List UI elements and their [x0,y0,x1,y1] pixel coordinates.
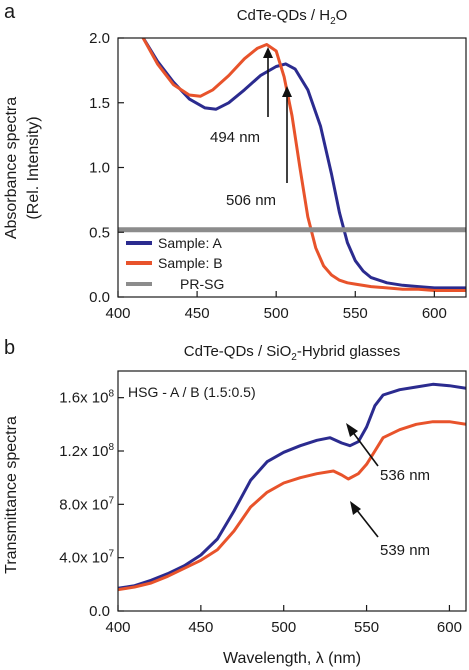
panel-b-axes: 400 450 500 550 600 0.0 4.0x 107 8.0x 107 1.2x 1… [59,371,466,636]
panel-b-title: CdTe-QDs / SiO2-Hybrid glasses [184,343,400,363]
panel-a-y-tick-label: 1.0 [89,160,110,177]
panel-b-inset-label: HSG - A / B (1.5:0.5) [128,384,256,400]
panel-b-y-tick-label: 4.0x 107 [59,549,114,567]
annotation-arrow-539 [356,509,378,537]
panel-b-x-axis-label: Wavelength, λ (nm) [223,650,361,667]
legend-label-pr-sg: PR-SG [180,276,224,292]
panel-letter-a: a [4,1,16,23]
panel-b-y-tick-label: 0.0 [89,603,110,620]
annotation-arrow-536 [352,431,378,466]
panel-a-x-tick-label: 450 [185,305,210,322]
panel-b-x-tick-label: 600 [437,619,462,636]
annotation-label-539: 539 nm [380,542,430,559]
panel-a-y-tick-label: 0.0 [89,289,110,306]
panel-b-x-tick-label: 500 [271,619,296,636]
annotation-label-506: 506 nm [226,192,276,209]
annotation-label-494: 494 nm [210,129,260,146]
panel-a-ylabel-line-2: (Rel. Intensity) [25,116,42,219]
panel-a-ylabel-line-1: Absorbance spectra [3,97,20,239]
panel-b-y-tick-label: 8.0x 107 [59,495,114,513]
panel-b-title-part-3: -Hybrid glasses [297,343,400,360]
panel-b-x-tick-label: 400 [105,619,130,636]
panel-a-y-tick-label: 0.5 [89,224,110,241]
panel-a-axes: 400 450 500 550 600 0.0 0.5 1.0 1.5 2.0 [89,30,466,322]
panel-a-title-part-3: O [336,7,348,24]
panel-a-y-tick-label: 2.0 [89,30,110,47]
panel-letter-b: b [4,337,15,359]
legend-label-sample-a: Sample: A [158,235,222,251]
panel-a-annotations: 494 nm 506 nm [210,47,292,209]
panel-b-x-tick-label: 450 [188,619,213,636]
panel-a-title-part-1: CdTe-QDs / H [237,7,330,24]
panel-a-y-tick-label: 1.5 [89,95,110,112]
panel-a-legend: Sample: A Sample: B PR-SG [126,235,224,292]
panel-a-x-tick-label: 400 [105,305,130,322]
panel-b-annotations: 536 nm 539 nm [346,423,430,559]
panel-a-x-tick-label: 500 [264,305,289,322]
annotation-label-536: 536 nm [380,467,430,484]
panel-b-y-tick-label: 1.2x 108 [59,442,114,460]
panel-a-title: CdTe-QDs / H2O [237,7,348,27]
panel-a-x-tick-label: 550 [343,305,368,322]
panel-a-x-tick-label: 600 [422,305,447,322]
annotation-arrowhead-536 [346,423,358,437]
panel-b-y-axis-label: Transmittance spectra [3,416,20,574]
panel-b-series-line-b [118,422,466,590]
legend-label-sample-b: Sample: B [158,255,223,271]
panel-b-y-tick-label: 1.6x 108 [59,389,114,407]
panel-b-title-part-1: CdTe-QDs / SiO [184,343,292,360]
panel-a-y-axis-label: Absorbance spectra (Rel. Intensity) [3,97,42,239]
annotation-arrowhead-506 [282,86,292,97]
panel-b-x-tick-label: 550 [354,619,379,636]
